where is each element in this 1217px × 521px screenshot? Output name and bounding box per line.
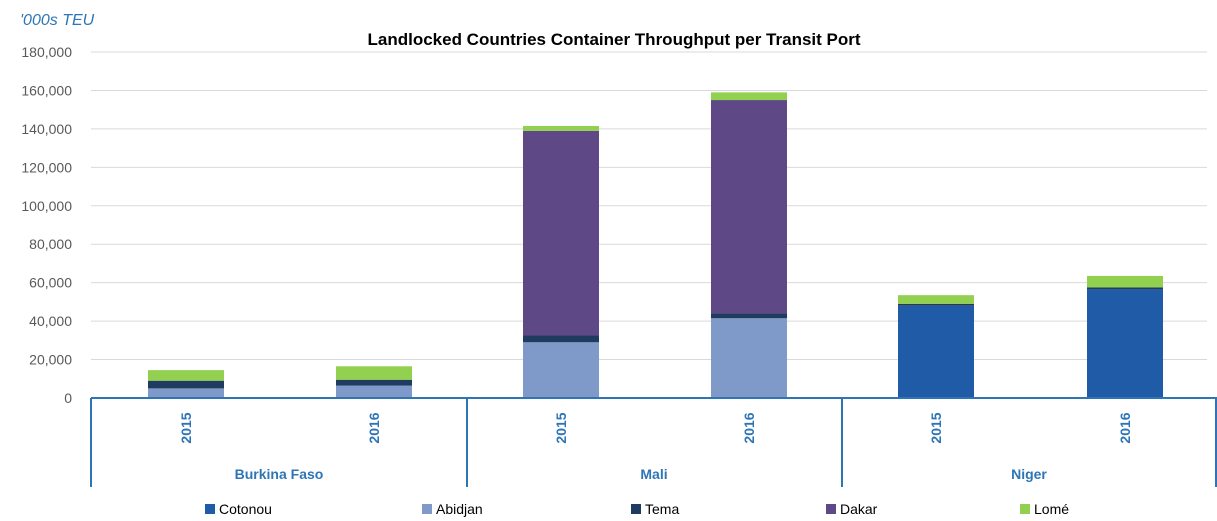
bar-segment-tema bbox=[898, 303, 974, 306]
legend-swatch bbox=[205, 504, 215, 514]
bar-segment-tema bbox=[148, 380, 224, 389]
y-tick-label: 180,000 bbox=[21, 44, 72, 60]
x-tick-label: 2016 bbox=[1117, 412, 1133, 443]
group-label: Burkina Faso bbox=[235, 466, 324, 482]
y-tick-label: 140,000 bbox=[21, 121, 72, 137]
group-label: Mali bbox=[640, 466, 667, 482]
legend-swatch bbox=[422, 504, 432, 514]
bar-segment-abidjan bbox=[336, 385, 412, 398]
x-axis: 2015 2016 Burkina Faso 2015 2016 Mali 2015 2016… bbox=[90, 397, 1217, 487]
legend-swatch bbox=[631, 504, 641, 514]
group-label: Niger bbox=[1011, 466, 1047, 482]
bar-segment-tema bbox=[336, 379, 412, 386]
bars bbox=[148, 92, 1163, 398]
y-tick-label: 0 bbox=[64, 390, 72, 406]
bar-segment-abidjan bbox=[148, 388, 224, 398]
bar-segment-lom bbox=[1087, 275, 1163, 288]
y-axis-ticks: 0 20,000 40,000 60,000 80,000 100,000 120,000 1… bbox=[21, 44, 72, 406]
bar-segment-lom bbox=[898, 295, 974, 304]
y-tick-label: 120,000 bbox=[21, 159, 72, 175]
bar-segment-dakar bbox=[523, 130, 599, 336]
chart-title: Landlocked Countries Container Throughpu… bbox=[367, 30, 860, 49]
unit-label: '000s TEU bbox=[20, 12, 95, 29]
legend-swatch bbox=[826, 504, 836, 514]
bar-segment-tema bbox=[1087, 287, 1163, 290]
bar-segment-tema bbox=[523, 335, 599, 343]
bar-segment-lom bbox=[523, 126, 599, 131]
x-tick-label: 2016 bbox=[366, 412, 382, 443]
bar-segment-dakar bbox=[711, 100, 787, 314]
y-tick-label: 160,000 bbox=[21, 82, 72, 98]
y-tick-label: 60,000 bbox=[29, 275, 72, 291]
bar-segment-cotonou bbox=[1087, 289, 1163, 398]
x-tick-label: 2016 bbox=[741, 412, 757, 443]
legend-swatch bbox=[1020, 504, 1030, 514]
bar-segment-lom bbox=[711, 92, 787, 101]
x-tick-label: 2015 bbox=[553, 412, 569, 443]
y-tick-label: 100,000 bbox=[21, 198, 72, 214]
y-tick-label: 20,000 bbox=[29, 352, 72, 368]
y-tick-label: 40,000 bbox=[29, 313, 72, 329]
bar-segment-abidjan bbox=[711, 318, 787, 398]
x-tick-label: 2015 bbox=[928, 412, 944, 443]
legend-label: Abidjan bbox=[436, 501, 483, 517]
bar-segment-lom bbox=[336, 366, 412, 380]
legend: Cotonou Abidjan Tema Dakar Lomé bbox=[205, 501, 1069, 517]
legend-label: Lomé bbox=[1034, 501, 1069, 517]
x-tick-label: 2015 bbox=[178, 412, 194, 443]
bar-segment-cotonou bbox=[898, 305, 974, 398]
legend-label: Dakar bbox=[840, 501, 878, 517]
legend-label: Tema bbox=[645, 501, 679, 517]
y-tick-label: 80,000 bbox=[29, 236, 72, 252]
legend-label: Cotonou bbox=[219, 501, 272, 517]
bar-segment-lom bbox=[148, 370, 224, 381]
bar-segment-tema bbox=[711, 313, 787, 319]
bar-segment-abidjan bbox=[523, 342, 599, 398]
gridlines bbox=[91, 51, 1207, 361]
